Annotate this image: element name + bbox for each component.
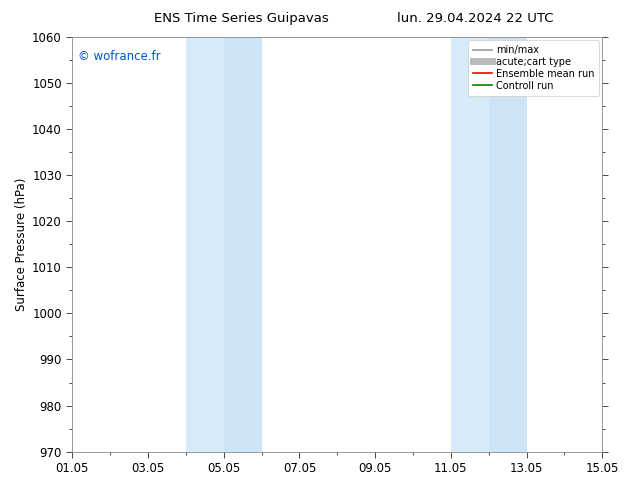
Bar (224, 37, 262, 452)
Text: ENS Time Series Guipavas: ENS Time Series Guipavas (153, 12, 328, 25)
Text: lun. 29.04.2024 22 UTC: lun. 29.04.2024 22 UTC (398, 12, 553, 25)
Text: © wofrance.fr: © wofrance.fr (77, 49, 160, 63)
Bar (451, 37, 489, 452)
Legend: min/max, acute;cart type, Ensemble mean run, Controll run: min/max, acute;cart type, Ensemble mean … (468, 40, 599, 96)
Y-axis label: Surface Pressure (hPa): Surface Pressure (hPa) (15, 178, 28, 311)
Bar (186, 37, 224, 452)
Bar (489, 37, 527, 452)
